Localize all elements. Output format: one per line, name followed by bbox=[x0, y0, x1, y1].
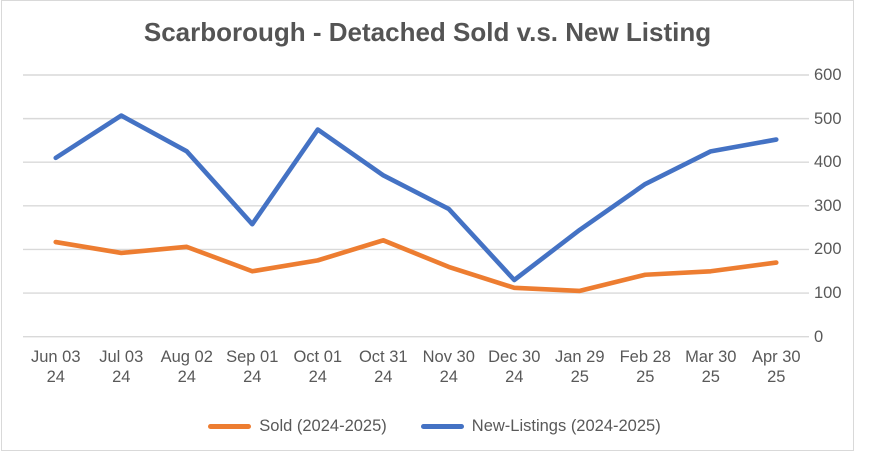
x-category-label: Jan 29 25 bbox=[554, 348, 605, 386]
legend-label-new-listings: New-Listings (2024-2025) bbox=[471, 416, 661, 435]
y-tick-label: 100 bbox=[814, 284, 842, 303]
legend-label-sold: Sold (2024-2025) bbox=[259, 416, 387, 435]
x-category-label: Dec 30 24 bbox=[488, 348, 541, 386]
x-category-label: Oct 31 24 bbox=[358, 348, 408, 386]
series-line-sold bbox=[53, 238, 779, 294]
legend: Sold (2024-2025) New-Listings (2024-2025… bbox=[0, 413, 869, 439]
legend-item-new-listings: New-Listings (2024-2025) bbox=[420, 416, 661, 436]
x-category-label: Jun 03 24 bbox=[30, 348, 81, 386]
x-category-label: Mar 30 25 bbox=[685, 348, 737, 386]
x-category-label: Nov 30 24 bbox=[422, 348, 475, 386]
y-tick-label: 200 bbox=[814, 240, 842, 259]
x-category-label: Jul 03 24 bbox=[99, 348, 144, 386]
x-category-label: Apr 30 25 bbox=[751, 348, 801, 386]
y-tick-label: 600 bbox=[814, 66, 842, 84]
y-tick-label: 0 bbox=[814, 327, 824, 346]
series-line-new-listings bbox=[53, 113, 779, 283]
sold-line-swatch bbox=[208, 423, 252, 429]
x-category-label: Oct 01 24 bbox=[293, 348, 343, 386]
y-tick-label: 300 bbox=[814, 196, 842, 215]
chart-title: Scarborough - Detached Sold v.s. New Lis… bbox=[143, 17, 712, 47]
legend-item-sold: Sold (2024-2025) bbox=[208, 417, 387, 436]
x-category-label: Sep 01 24 bbox=[226, 348, 279, 386]
y-tick-label: 500 bbox=[814, 109, 842, 128]
new-listings-line-swatch bbox=[420, 423, 464, 429]
x-category-label: Aug 02 24 bbox=[160, 348, 213, 386]
y-tick-label: 400 bbox=[814, 153, 842, 172]
x-category-label: Feb 28 25 bbox=[619, 348, 671, 386]
